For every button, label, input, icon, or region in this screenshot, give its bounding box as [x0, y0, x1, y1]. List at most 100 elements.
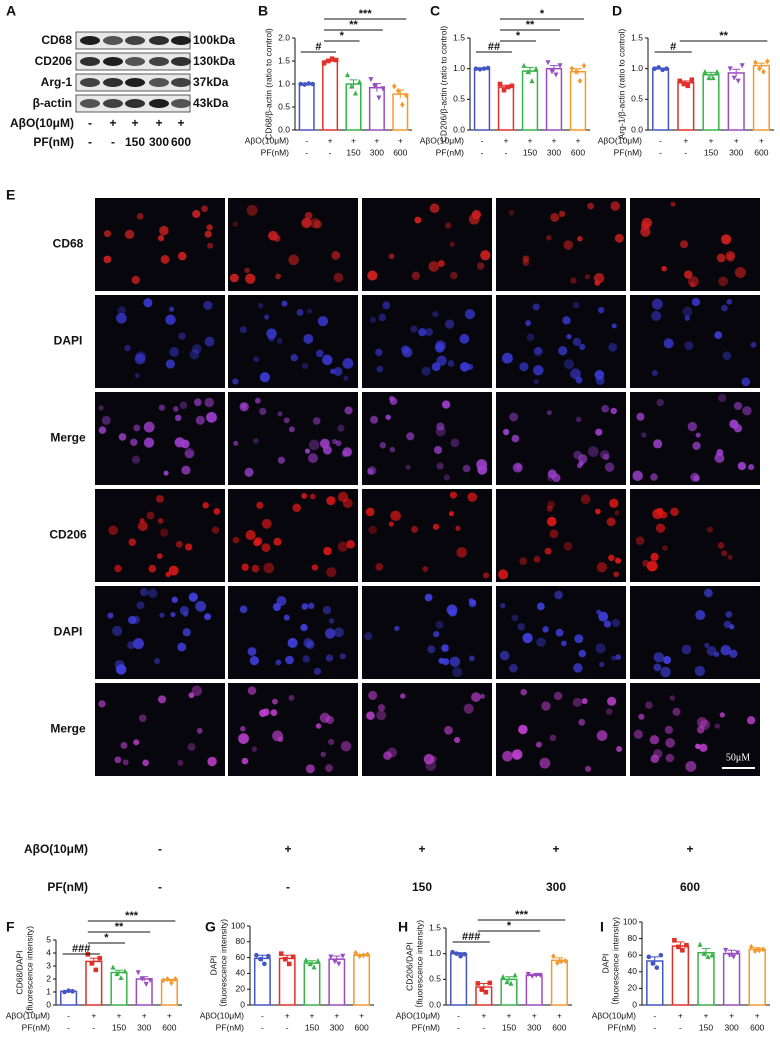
cell [261, 518, 272, 529]
data-point [706, 75, 712, 81]
micrograph [362, 198, 492, 291]
condition-value: + [177, 116, 184, 130]
cell [696, 717, 708, 728]
cell [259, 372, 271, 383]
cell [746, 716, 756, 725]
y-tick-label: 20 [236, 983, 246, 993]
y-tick-label: 80 [628, 933, 638, 943]
cell [447, 360, 455, 367]
condition-value: - [88, 116, 92, 130]
cell [147, 588, 158, 599]
cell [275, 659, 282, 666]
cell [174, 414, 182, 422]
cell [196, 727, 203, 734]
y-tick-label: 100 [231, 920, 245, 930]
cell [638, 713, 645, 720]
cell [306, 308, 313, 314]
condition-value: - [305, 147, 308, 157]
cell [124, 344, 131, 352]
condition-value: 300 [330, 1022, 344, 1032]
data-point [475, 981, 481, 986]
cell [98, 426, 107, 434]
condition-value: - [286, 880, 290, 894]
condition-value: - [67, 1010, 70, 1020]
cell [337, 491, 349, 503]
micrograph [630, 295, 760, 388]
cell [240, 726, 246, 732]
data-point [70, 989, 75, 994]
cell [367, 466, 377, 475]
bar [110, 971, 128, 1006]
condition-value: + [734, 135, 739, 145]
cell [232, 536, 240, 544]
data-point [551, 953, 556, 960]
cell [136, 601, 145, 610]
cell [515, 463, 522, 471]
data-point [672, 937, 677, 943]
cell [641, 217, 653, 229]
cell [525, 320, 532, 326]
condition-label: AβO(10μM) [598, 135, 642, 145]
cell [468, 599, 477, 608]
cell [650, 754, 660, 764]
cell [428, 261, 440, 272]
condition-value: 300 [137, 1022, 151, 1032]
cell [646, 560, 658, 572]
cell [665, 738, 675, 748]
bar [748, 948, 766, 1006]
cell [566, 334, 572, 340]
data-point [761, 68, 766, 75]
panel-letter: G [205, 919, 216, 935]
cell [450, 438, 460, 448]
cell [670, 201, 676, 207]
cell [511, 434, 520, 443]
data-point [161, 977, 166, 984]
data-point [650, 961, 656, 966]
cell [367, 270, 378, 281]
cell [547, 474, 554, 482]
data-point [533, 65, 539, 71]
cell [694, 665, 705, 677]
cell [184, 543, 193, 551]
cell [570, 277, 577, 284]
cell [536, 602, 545, 611]
data-point [114, 971, 120, 977]
cell [157, 517, 164, 524]
cell [122, 759, 129, 766]
cell [232, 221, 238, 227]
data-point [685, 83, 691, 89]
cell [400, 693, 406, 699]
cell [389, 397, 398, 406]
cell [304, 211, 313, 220]
data-point [739, 63, 745, 69]
data-point [735, 950, 741, 956]
blot-band [149, 36, 169, 45]
cell [587, 446, 599, 457]
data-point [487, 980, 493, 986]
data-point [454, 951, 459, 956]
significance-label: ** [349, 19, 358, 31]
cell [690, 472, 700, 482]
cell [254, 537, 263, 546]
data-point [450, 949, 455, 955]
cell [241, 403, 247, 409]
cell [251, 564, 260, 573]
y-tick-label: 1.0 [453, 63, 465, 73]
cell [259, 709, 267, 718]
blot-band [103, 78, 123, 87]
cell [308, 439, 320, 451]
cell [203, 300, 213, 310]
cell [204, 336, 215, 347]
cell [270, 709, 278, 717]
blot-band [80, 99, 100, 108]
condition-value: 600 [754, 147, 768, 157]
cell [750, 341, 757, 348]
condition-value: - [67, 1022, 70, 1032]
cell [326, 496, 336, 506]
data-point [262, 961, 267, 967]
cell [601, 404, 610, 413]
cell [716, 253, 726, 263]
data-point [118, 974, 124, 980]
cell [449, 241, 455, 247]
cell [201, 205, 208, 213]
